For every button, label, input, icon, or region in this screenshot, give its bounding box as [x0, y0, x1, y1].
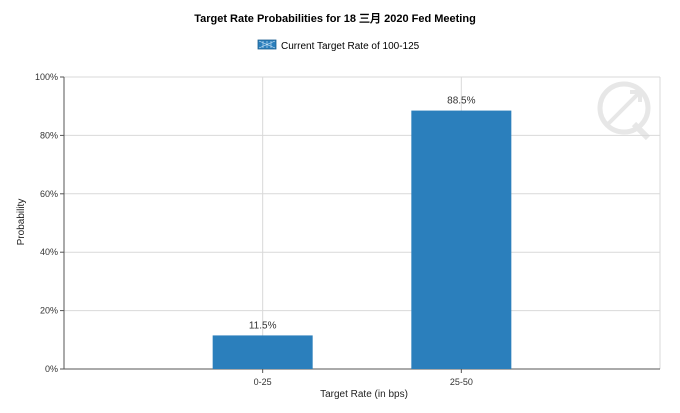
x-tick-label: 25-50	[450, 377, 473, 387]
grid	[64, 76, 661, 369]
bar	[411, 110, 512, 369]
legend-label: Current Target Rate of 100-125	[281, 41, 420, 52]
x-tick-label: 0-25	[254, 377, 272, 387]
y-axis-label: Probability	[16, 199, 27, 246]
legend: Current Target Rate of 100-125	[257, 39, 420, 52]
y-tick-label: 100%	[35, 72, 58, 82]
axes	[60, 76, 660, 373]
y-tick-label: 0%	[45, 364, 58, 374]
bar	[212, 335, 313, 369]
y-tick-label: 40%	[40, 247, 58, 257]
x-axis-label: Target Rate (in bps)	[320, 389, 408, 400]
legend-swatch-pattern	[258, 40, 276, 49]
bar-data-label: 88.5%	[447, 96, 475, 107]
y-tick-label: 80%	[40, 130, 58, 140]
bar-data-label: 11.5%	[249, 320, 277, 331]
bars	[212, 110, 512, 369]
y-tick-label: 60%	[40, 189, 58, 199]
chart-title: Target Rate Probabilities for 18 三月 2020…	[194, 12, 476, 25]
labels: 0% 20% 40% 60% 80% 100% 0-25 11.5% 25-50 88.5%	[35, 72, 476, 387]
y-tick-label: 20%	[40, 306, 58, 316]
watermark-logo	[597, 81, 651, 141]
